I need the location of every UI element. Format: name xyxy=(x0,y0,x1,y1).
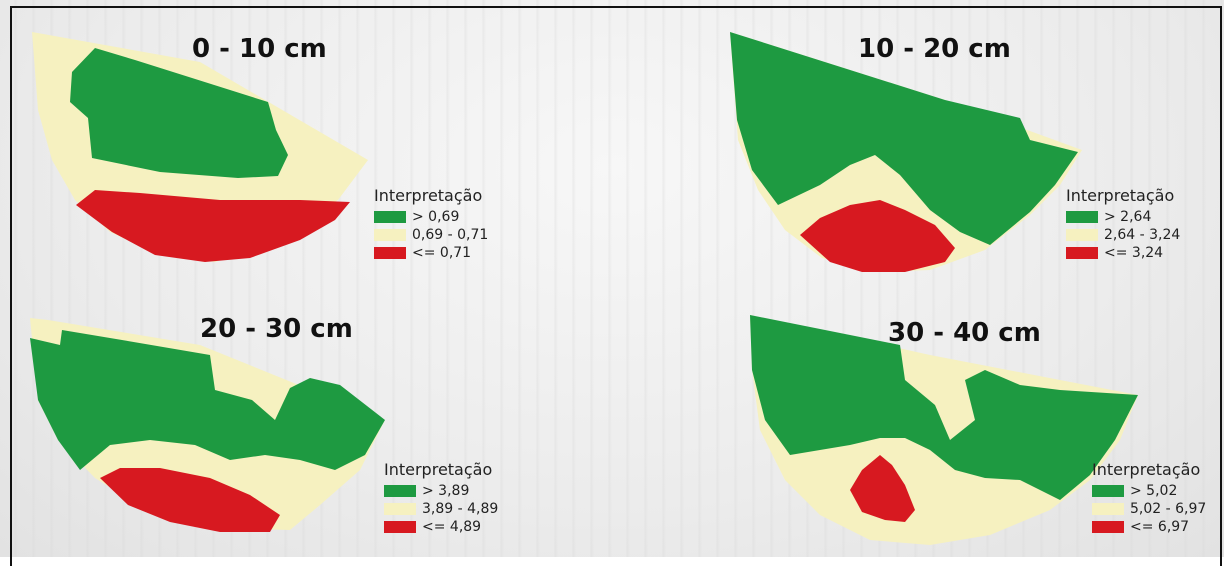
legend-item: > 5,02 xyxy=(1092,482,1206,500)
legend-label: > 2,64 xyxy=(1104,209,1152,225)
legend-swatch-red xyxy=(1092,521,1124,533)
zone-green xyxy=(30,330,385,470)
legend-swatch-yellow xyxy=(1066,229,1098,241)
legend-label: 0,69 - 0,71 xyxy=(412,227,489,243)
legend-title: Interpretação xyxy=(1092,460,1201,479)
legend-swatch-green xyxy=(374,211,406,223)
legend-0-10: Interpretação > 0,69 0,69 - 0,71 <= 0,71 xyxy=(374,186,488,262)
zone-green xyxy=(730,32,1078,245)
map-panel-0-10 xyxy=(32,32,368,262)
slide-frame xyxy=(10,6,1222,566)
legend-label: > 5,02 xyxy=(1130,483,1178,499)
legend-item: <= 6,97 xyxy=(1092,518,1206,536)
legend-label: 3,89 - 4,89 xyxy=(422,501,499,517)
legend-30-40: Interpretação > 5,02 5,02 - 6,97 <= 6,97 xyxy=(1092,460,1206,536)
depth-title-20-30: 20 - 30 cm xyxy=(200,314,353,344)
legend-swatch-yellow xyxy=(384,503,416,515)
legend-item: > 3,89 xyxy=(384,482,498,500)
legend-item: 2,64 - 3,24 xyxy=(1066,226,1180,244)
depth-title-10-20: 10 - 20 cm xyxy=(858,34,1011,64)
legend-swatch-red xyxy=(384,521,416,533)
map-panel-10-20 xyxy=(730,32,1082,272)
zone-red xyxy=(800,200,955,272)
map-panel-20-30 xyxy=(30,318,385,532)
legend-item: > 2,64 xyxy=(1066,208,1180,226)
legend-label: > 3,89 xyxy=(422,483,470,499)
legend-title: Interpretação xyxy=(1066,186,1175,205)
zone-green xyxy=(750,315,1138,500)
legend-title: Interpretação xyxy=(374,186,483,205)
legend-item: <= 3,24 xyxy=(1066,244,1180,262)
zone-red xyxy=(76,190,350,262)
legend-item: 3,89 - 4,89 xyxy=(384,500,498,518)
zone-green xyxy=(70,48,288,178)
legend-item: > 0,69 xyxy=(374,208,488,226)
legend-item: 0,69 - 0,71 xyxy=(374,226,488,244)
legend-swatch-green xyxy=(1092,485,1124,497)
legend-title: Interpretação xyxy=(384,460,493,479)
legend-label: <= 0,71 xyxy=(412,245,472,261)
legend-label: <= 6,97 xyxy=(1130,519,1190,535)
legend-swatch-yellow xyxy=(374,229,406,241)
legend-20-30: Interpretação > 3,89 3,89 - 4,89 <= 4,89 xyxy=(384,460,498,536)
legend-swatch-green xyxy=(384,485,416,497)
legend-label: <= 3,24 xyxy=(1104,245,1164,261)
legend-swatch-green xyxy=(1066,211,1098,223)
legend-item: 5,02 - 6,97 xyxy=(1092,500,1206,518)
depth-title-30-40: 30 - 40 cm xyxy=(888,318,1041,348)
legend-swatch-red xyxy=(374,247,406,259)
legend-item: <= 0,71 xyxy=(374,244,488,262)
depth-title-0-10: 0 - 10 cm xyxy=(192,34,327,64)
legend-swatch-yellow xyxy=(1092,503,1124,515)
legend-item: <= 4,89 xyxy=(384,518,498,536)
legend-label: <= 4,89 xyxy=(422,519,482,535)
legend-swatch-red xyxy=(1066,247,1098,259)
zone-red xyxy=(850,455,915,522)
legend-label: > 0,69 xyxy=(412,209,460,225)
legend-label: 5,02 - 6,97 xyxy=(1130,501,1207,517)
legend-10-20: Interpretação > 2,64 2,64 - 3,24 <= 3,24 xyxy=(1066,186,1180,262)
zone-red xyxy=(100,468,280,532)
map-panel-30-40 xyxy=(750,315,1138,545)
legend-label: 2,64 - 3,24 xyxy=(1104,227,1181,243)
